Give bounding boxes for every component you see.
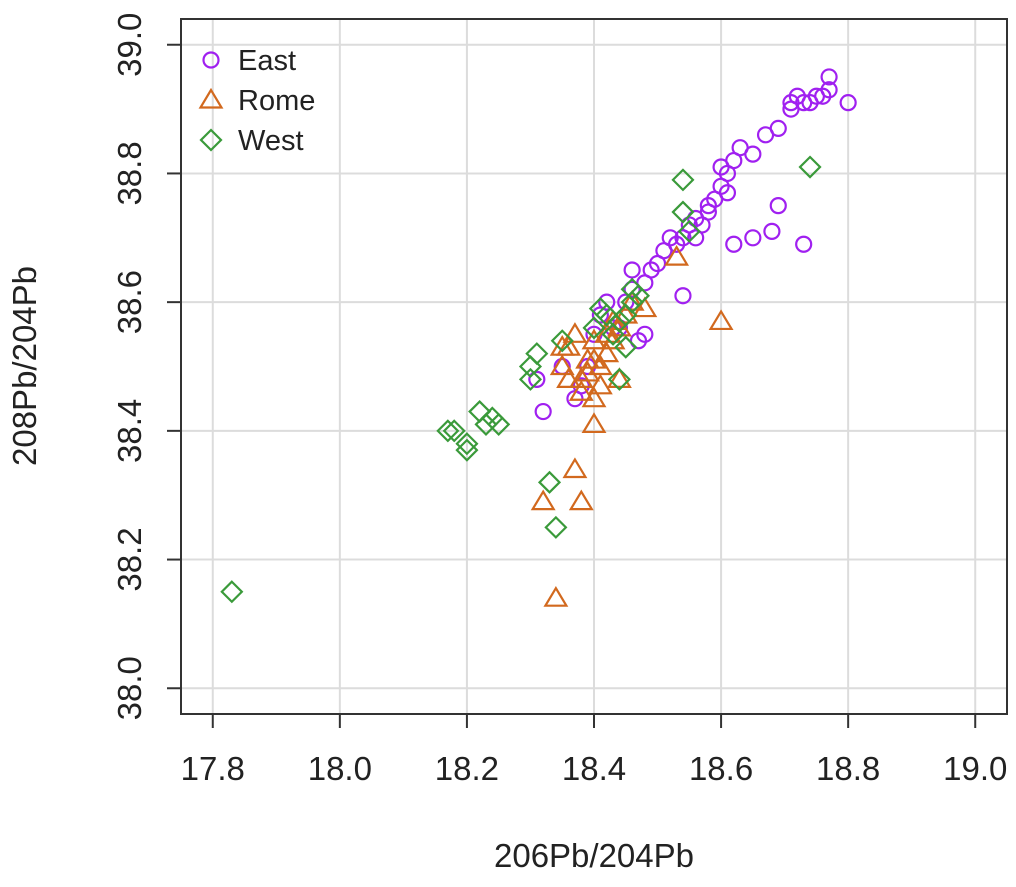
point-east	[763, 222, 781, 240]
point-east	[623, 261, 641, 279]
point-rome	[562, 457, 588, 479]
legend: East Rome West	[198, 45, 315, 157]
point-west	[614, 335, 638, 359]
point-west	[487, 412, 511, 436]
point-east	[782, 94, 800, 112]
point-west	[626, 284, 651, 308]
y-tick-label: 38.0	[111, 656, 148, 720]
point-rome	[594, 341, 620, 363]
point-east	[769, 197, 787, 215]
grid-lines	[181, 19, 1007, 714]
point-east	[718, 184, 737, 202]
x-tick-label: 19.0	[943, 750, 1007, 787]
y-tick-label: 38.8	[111, 141, 148, 205]
y-tick-label: 39.0	[111, 13, 148, 77]
point-west	[544, 515, 568, 539]
point-rome	[632, 296, 658, 318]
point-rome	[581, 386, 607, 408]
point-east	[636, 325, 654, 343]
legend-label-west: West	[238, 125, 304, 157]
point-west	[595, 303, 619, 327]
point-rome	[581, 347, 607, 369]
y-tick-label: 38.2	[111, 527, 148, 591]
x-tick-label: 18.4	[562, 750, 626, 787]
point-west	[436, 419, 460, 443]
point-west	[518, 354, 543, 379]
point-east	[699, 203, 717, 221]
point-rome	[530, 489, 556, 511]
point-rome	[568, 380, 594, 401]
y-axis: 38.0 38.2 38.4 38.6 38.8 39.0	[111, 13, 181, 720]
x-tick-label: 18.0	[308, 750, 372, 787]
point-rome	[708, 309, 734, 331]
point-east	[744, 229, 762, 247]
point-rome	[562, 322, 588, 343]
legend-label-rome: Rome	[238, 85, 315, 117]
point-east	[687, 229, 705, 247]
x-tick-label: 18.2	[435, 750, 499, 787]
point-west	[442, 419, 466, 443]
point-rome	[543, 586, 569, 607]
point-west	[455, 432, 479, 456]
point-east	[839, 94, 857, 112]
point-rome	[606, 367, 632, 388]
x-tick-label: 18.8	[816, 750, 880, 787]
point-east	[769, 119, 787, 137]
x-axis-title: 206Pb/204Pb	[494, 837, 694, 874]
point-east	[820, 81, 838, 99]
point-east	[528, 370, 546, 388]
x-axis: 17.8 18.0 18.2 18.4 18.6 18.8 19.0	[181, 714, 1007, 787]
point-west	[468, 399, 492, 424]
legend-marker-west	[199, 128, 223, 152]
point-west	[620, 290, 644, 314]
point-east	[744, 145, 762, 163]
x-tick-label: 18.6	[689, 750, 753, 787]
point-rome	[619, 290, 645, 311]
point-east	[820, 68, 838, 86]
point-east	[534, 402, 552, 421]
x-tick-label: 17.8	[181, 750, 245, 787]
data-points	[220, 68, 857, 607]
legend-label-east: East	[238, 45, 296, 77]
point-west	[671, 168, 695, 192]
point-rome	[664, 244, 690, 266]
y-tick-label: 38.6	[111, 270, 148, 334]
point-rome	[575, 360, 601, 382]
point-west	[220, 580, 244, 604]
point-west	[582, 316, 606, 340]
legend-marker-east	[202, 51, 220, 69]
point-rome	[568, 489, 594, 511]
point-east	[795, 235, 813, 253]
point-rome	[581, 412, 607, 434]
point-west	[798, 155, 822, 179]
point-west	[518, 367, 543, 391]
point-west	[537, 470, 562, 494]
point-west	[550, 329, 574, 353]
point-rome	[556, 367, 582, 388]
point-west	[607, 367, 631, 391]
point-east	[598, 293, 616, 311]
point-east	[674, 287, 692, 305]
point-west	[480, 406, 504, 430]
point-west	[525, 342, 549, 366]
y-tick-label: 38.4	[111, 399, 148, 463]
point-west	[677, 219, 701, 243]
point-west	[671, 200, 695, 224]
legend-marker-rome	[198, 87, 224, 109]
y-axis-title: 208Pb/204Pb	[6, 266, 43, 466]
point-rome	[549, 354, 575, 376]
point-rome	[568, 367, 594, 388]
point-east	[725, 235, 743, 253]
point-east	[712, 158, 730, 176]
point-rome	[587, 373, 613, 395]
